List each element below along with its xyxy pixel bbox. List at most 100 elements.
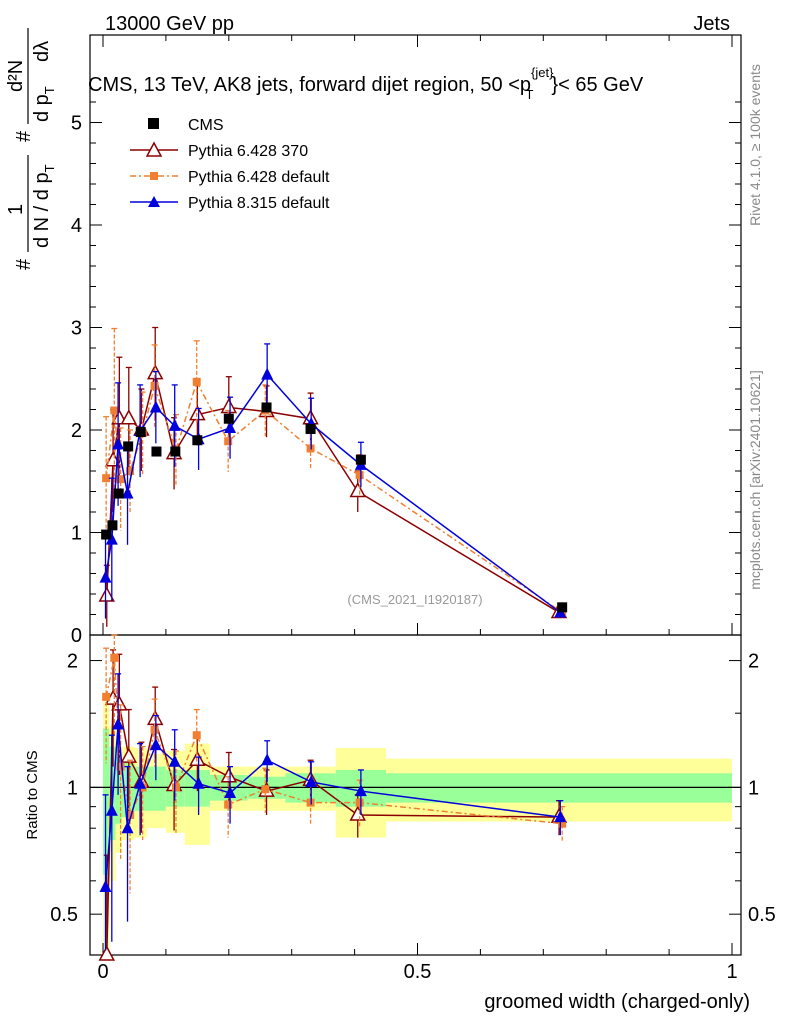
ratio-y-tick-label-right-0: 0.5 (748, 904, 776, 926)
rivet-label: Rivet 4.1.0, ≥ 100k events (747, 64, 763, 226)
point-cms (557, 602, 568, 613)
ratio-point-p6_def (192, 731, 201, 740)
point-p6_def (110, 406, 119, 415)
point-p8_def (99, 570, 112, 583)
point-p6_def (224, 437, 233, 446)
ratio-plot-frame (89, 634, 742, 956)
point-cms (223, 413, 234, 424)
point-p6_def (126, 467, 135, 475)
ylabel-d2N: d²N (5, 60, 27, 92)
mcplots-label: mcplots.cern.ch [arXiv:2401.10621] (747, 370, 763, 589)
ratio-point-p6_def (355, 798, 364, 807)
main-y-tick-label-5: 5 (71, 113, 82, 135)
point-p8_def (105, 532, 118, 545)
ratio-point-p8_def (105, 803, 118, 816)
plot-title: CMS, 13 TeV, AK8 jets, forward dijet reg… (88, 65, 644, 102)
ratio-point-p6_def (558, 819, 567, 828)
ratio-point-p6_370 (220, 767, 238, 783)
point-cms (107, 520, 118, 531)
x-tick-label-2: 1 (726, 961, 737, 983)
point-cms (135, 427, 146, 438)
ylabel-dlambda: dλ (31, 41, 53, 62)
main-y-tick-label-3: 3 (71, 318, 82, 340)
ratio-point-p8_def (149, 738, 162, 751)
ratio-point-p6_def (126, 810, 135, 819)
point-p8_def (121, 486, 134, 499)
point-p6_370 (120, 409, 138, 425)
plot-title-sub: T (525, 87, 533, 102)
ratio-point-p8_def (305, 774, 318, 787)
point-cms (170, 446, 181, 457)
plot-title-main: CMS, 13 TeV, AK8 jets, forward dijet reg… (88, 74, 531, 96)
ratio-y-axis-label: Ratio to CMS (24, 750, 41, 839)
legend-marker-p8-default (148, 196, 160, 207)
point-p6_def (116, 475, 125, 484)
point-cms (261, 402, 272, 413)
ratio-point-p6_370 (98, 945, 116, 961)
legend-marker-p6-370 (145, 141, 163, 157)
plot-title-tail: }< 65 GeV (551, 74, 643, 96)
ratio-point-p6_def (116, 762, 125, 771)
ylabel-one: 1 (5, 204, 27, 215)
ratio-point-p6_def (110, 653, 119, 662)
point-p6_def (355, 471, 364, 480)
point-p8_def (112, 437, 125, 450)
line-p8_def (104, 373, 561, 614)
series-layer (98, 326, 568, 961)
series-p6_370 (98, 326, 568, 961)
header-process: Jets (693, 13, 730, 35)
point-p8_def (224, 420, 237, 433)
header-energy: 13000 GeV pp (105, 13, 234, 35)
axis-ticks: 0 0.5 1 0 1 2 3 4 5 0.5 0.5 1 1 2 2 (50, 35, 776, 983)
x-tick-label-0: 0 (97, 961, 108, 983)
legend-label-p8-default: Pythia 8.315 default (188, 195, 330, 212)
legend-label-p6-default: Pythia 6.428 default (188, 169, 330, 186)
legend-marker-cms (148, 118, 159, 129)
ratio-point-p6_370 (111, 695, 128, 711)
ratio-point-p6_def (150, 725, 159, 734)
legend: CMS Pythia 6.428 370 Pythia 6.428 defaul… (130, 117, 330, 212)
ratio-point-p8_def (112, 717, 125, 730)
ratio-point-p8_def (224, 785, 237, 798)
x-tick-label-1: 0.5 (404, 961, 432, 983)
point-cms (123, 441, 134, 452)
point-cms (192, 435, 203, 446)
legend-label-p6-370: Pythia 6.428 370 (188, 143, 308, 160)
point-p6_def (192, 377, 201, 386)
ratio-point-p6_370 (120, 747, 138, 763)
main-y-tick-label-1: 1 (71, 523, 82, 545)
x-axis-label: groomed width (charged-only) (484, 991, 750, 1013)
ratio-point-p6_def (102, 692, 111, 701)
series-cms (101, 402, 568, 613)
point-p8_def (261, 367, 274, 380)
main-y-axis-label: # 1 d N / d pT # d²N d pT dλ (5, 28, 57, 270)
point-p8_def (168, 418, 181, 431)
main-y-tick-label-2: 2 (71, 420, 82, 442)
ratio-point-p6_def (171, 783, 180, 792)
plot-title-sup: {jet} (531, 65, 554, 80)
point-cms (101, 529, 112, 540)
point-cms (113, 488, 124, 499)
ylabel-dN: d N / d pT (31, 164, 57, 248)
main-y-tick-label-4: 4 (71, 215, 82, 237)
ratio-point-p8_def (554, 810, 567, 823)
legend-label-cms: CMS (188, 117, 224, 134)
analysis-id: (CMS_2021_I1920187) (347, 592, 482, 607)
main-y-tick-label-0: 0 (71, 625, 82, 647)
ratio-point-p6_def (224, 800, 233, 809)
ratio-y-tick-label-0: 0.5 (50, 904, 78, 926)
ylabel-hash2: # (13, 130, 35, 142)
ratio-point-p8_def (192, 776, 205, 789)
ratio-y-tick-label-right-2: 2 (748, 651, 759, 673)
point-p6_def (150, 381, 159, 390)
ratio-point-p8_def (134, 776, 147, 789)
legend-marker-p6-default (150, 172, 158, 180)
svg-text:#: # (13, 258, 35, 270)
ratio-y-tick-label-2: 2 (67, 651, 78, 673)
ratio-y-tick-label-1: 1 (67, 777, 78, 799)
ylabel-dpT: d pT (31, 86, 57, 122)
point-p6_370 (98, 586, 116, 602)
point-cms (355, 454, 366, 465)
ratio-point-p8_def (261, 753, 274, 766)
